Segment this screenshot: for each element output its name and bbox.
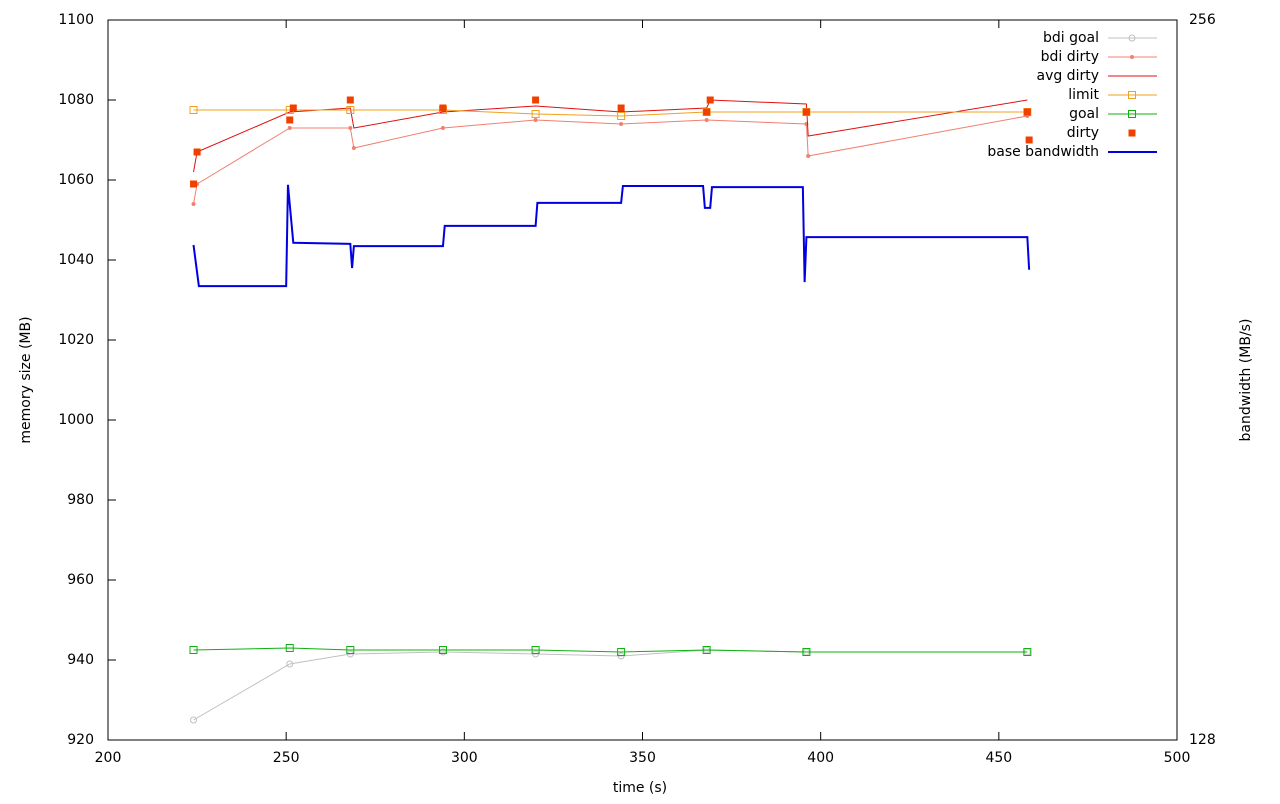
data-point <box>706 96 714 104</box>
data-point <box>702 646 711 654</box>
series-line <box>193 99 1028 173</box>
y-axis-label: memory size (MB) <box>18 316 34 443</box>
data-point <box>704 118 709 122</box>
x-tick-label: 500 <box>1164 750 1191 766</box>
y-tick-label: 1020 <box>58 332 94 348</box>
series-line <box>193 647 1028 653</box>
data-point <box>531 110 540 118</box>
data-point <box>346 646 355 654</box>
legend-label: dirty <box>1067 125 1099 141</box>
y-tick-label: 1060 <box>58 172 94 188</box>
data-point <box>286 116 294 124</box>
y-tick-label: 940 <box>67 652 94 668</box>
legend-marker <box>1130 55 1134 59</box>
data-point <box>1025 136 1033 144</box>
data-point <box>617 104 625 112</box>
plot-frame <box>107 19 1178 741</box>
y-tick-label: 1080 <box>58 92 94 108</box>
data-point <box>285 644 294 652</box>
data-point <box>189 646 198 654</box>
x-axis-label: time (s) <box>613 780 667 796</box>
legend-label: bdi goal <box>1043 30 1099 46</box>
y-tick-label: 1000 <box>58 412 94 428</box>
legend-label: limit <box>1068 87 1099 103</box>
legend-marker <box>1128 91 1136 99</box>
data-point <box>286 660 294 668</box>
data-point <box>806 154 811 158</box>
legend-label: base bandwidth <box>987 144 1099 160</box>
legend-label: goal <box>1069 106 1099 122</box>
data-point <box>617 648 626 656</box>
x-tick-label: 400 <box>807 750 834 766</box>
data-point <box>289 104 297 112</box>
x-tick-label: 250 <box>273 750 300 766</box>
data-point <box>346 96 354 104</box>
data-point <box>619 122 624 126</box>
data-point <box>189 106 198 114</box>
y-tick-label: 980 <box>67 492 94 508</box>
legend-marker <box>1128 129 1136 137</box>
data-point <box>346 106 355 114</box>
data-point <box>190 180 198 188</box>
data-point <box>440 126 445 130</box>
data-point <box>287 126 292 130</box>
x-tick-label: 300 <box>451 750 478 766</box>
data-point <box>802 648 811 656</box>
legend-marker <box>1128 34 1136 42</box>
x-tick-label: 200 <box>95 750 122 766</box>
x-tick-label: 450 <box>985 750 1012 766</box>
data-point <box>190 716 198 724</box>
y2-tick-label: 128 <box>1189 732 1216 748</box>
data-point <box>703 108 711 116</box>
y2-tick-label: 256 <box>1189 12 1216 28</box>
y2-axis-label: bandwidth (MB/s) <box>1238 319 1254 442</box>
x-tick-label: 350 <box>629 750 656 766</box>
data-point <box>351 146 356 150</box>
data-point <box>193 148 201 156</box>
y-tick-label: 960 <box>67 572 94 588</box>
data-point <box>531 646 540 654</box>
legend-label: bdi dirty <box>1041 49 1099 65</box>
legend-label: avg dirty <box>1036 68 1099 84</box>
data-point <box>439 104 447 112</box>
y-tick-label: 920 <box>67 732 94 748</box>
legend-marker <box>1128 110 1136 118</box>
series-line <box>193 115 1028 205</box>
series-line <box>192 184 1031 288</box>
series-line <box>193 109 1028 117</box>
data-point <box>532 96 540 104</box>
data-point <box>1023 108 1031 116</box>
series-line <box>193 649 1028 721</box>
data-point <box>438 646 447 654</box>
data-point <box>617 112 626 120</box>
data-point <box>533 118 538 122</box>
data-point <box>348 126 353 130</box>
y-tick-label: 1040 <box>58 252 94 268</box>
data-point <box>1023 648 1032 656</box>
data-point <box>802 108 810 116</box>
y-tick-label: 1100 <box>58 12 94 28</box>
data-point <box>191 202 196 206</box>
